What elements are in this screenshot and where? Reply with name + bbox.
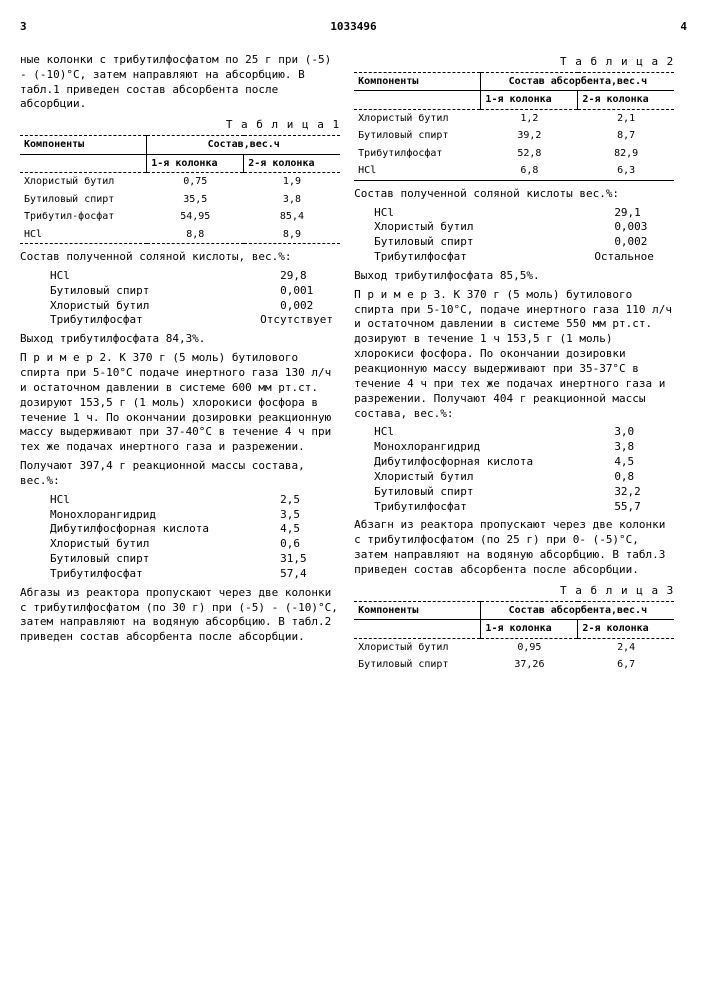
row-name: Бутиловый спирт: [354, 656, 481, 674]
row-c1: 39,2: [481, 127, 578, 145]
row-name: Бутиловый спирт: [354, 127, 481, 145]
row-name: HCl: [20, 226, 147, 244]
table2-title: Т а б л и ц а 2: [354, 55, 674, 70]
row-name: Хлористый бутил: [20, 173, 147, 191]
th-composition: Состав абсорбента,вес.ч: [481, 72, 674, 91]
page-number: 1033496: [330, 20, 376, 35]
row-c2: 2,4: [578, 638, 674, 656]
row-c2: 1,9: [244, 173, 340, 191]
kv-row: Трибутилфосфат55,7: [354, 500, 674, 515]
row-c1: 0,95: [481, 638, 578, 656]
kv-row: Хлористый бутил0,003: [354, 220, 674, 235]
row-name: Трибутилфосфат: [354, 145, 481, 163]
table3-title: Т а б л и ц а 3: [354, 584, 674, 599]
row-c1: 37,26: [481, 656, 578, 674]
kv-row: HCl2,5: [20, 493, 340, 508]
kv-row: Трибутилфосфат57,4: [20, 567, 340, 582]
row-c1: 1,2: [481, 109, 578, 127]
row-c1: 6,8: [481, 162, 578, 180]
ex2-abgas: Абгазы из реактора пропускают через две …: [20, 586, 340, 645]
acid2-title: Состав полученной соляной кислоты вес.%:: [354, 187, 674, 202]
th-composition: Состав,вес.ч: [147, 136, 340, 155]
row-c2: 2,1: [578, 109, 674, 127]
kv-row: Бутиловый спирт31,5: [20, 552, 340, 567]
kv-row: Бутиловый спирт32,2: [354, 485, 674, 500]
th-components: Компоненты: [354, 72, 481, 91]
th-components: Компоненты: [20, 136, 147, 155]
kv-row: Хлористый бутил0,002: [20, 299, 340, 314]
row-c2: 6,7: [578, 656, 674, 674]
col-num-left: 3: [20, 20, 27, 43]
row-c1: 54,95: [147, 208, 244, 226]
example3: П р и м е р 3. К 370 г (5 моль) бутилово…: [354, 288, 674, 422]
ex3-abgas: Абзагн из реактора пропускают через две …: [354, 518, 674, 577]
kv-row: Дибутилфосфорная кислота4,5: [354, 455, 674, 470]
row-c2: 3,8: [244, 191, 340, 209]
row-name: Бутиловый спирт: [20, 191, 147, 209]
th-col1: 1-я колонка: [481, 91, 578, 110]
th-composition: Состав абсорбента,вес.ч: [481, 601, 674, 620]
th-col1: 1-я колонка: [481, 620, 578, 639]
row-name: Трибутил-фосфат: [20, 208, 147, 226]
row-c2: 8,7: [578, 127, 674, 145]
acid1-title: Состав полученной соляной кислоты, вес.%…: [20, 250, 340, 265]
kv-row: ТрибутилфосфатОтсутствует: [20, 313, 340, 328]
kv-row: Монохлорангидрид3,5: [20, 508, 340, 523]
col-num-right: 4: [680, 20, 687, 43]
row-c2: 85,4: [244, 208, 340, 226]
table2: Компоненты Состав абсорбента,вес.ч 1-я к…: [354, 72, 674, 181]
kv-row: HCl29,8: [20, 269, 340, 284]
kv-row: Монохлорангидрид3,8: [354, 440, 674, 455]
row-c1: 35,5: [147, 191, 244, 209]
row-name: HCl: [354, 162, 481, 180]
row-name: Хлористый бутил: [354, 638, 481, 656]
example2: П р и м е р 2. К 370 г (5 моль) бутилово…: [20, 351, 340, 455]
th-col2: 2-я колонка: [578, 91, 674, 110]
th-components: Компоненты: [354, 601, 481, 620]
left-column: ные колонки с трибутилфосфатом по 25 г п…: [20, 49, 340, 680]
row-c2: 82,9: [578, 145, 674, 163]
row-name: Хлористый бутил: [354, 109, 481, 127]
kv-row: Бутиловый спирт0,002: [354, 235, 674, 250]
kv-row: Дибутилфосфорная кислота4,5: [20, 522, 340, 537]
kv-row: Хлористый бутил0,6: [20, 537, 340, 552]
kv-row: HCl29,1: [354, 206, 674, 221]
intro-text: ные колонки с трибутилфосфатом по 25 г п…: [20, 53, 340, 112]
row-c1: 52,8: [481, 145, 578, 163]
right-column: Т а б л и ц а 2 Компоненты Состав абсорб…: [354, 49, 674, 680]
th-col2: 2-я колонка: [578, 620, 674, 639]
row-c1: 0,75: [147, 173, 244, 191]
row-c1: 8,8: [147, 226, 244, 244]
table1: Компоненты Состав,вес.ч 1-я колонка 2-я …: [20, 135, 340, 244]
yield2: Выход трибутилфосфата 85,5%.: [354, 269, 674, 284]
kv-row: Хлористый бутил0,8: [354, 470, 674, 485]
kv-row: ТрибутилфосфатОстальное: [354, 250, 674, 265]
th-col1: 1-я колонка: [147, 154, 244, 173]
kv-row: HCl3,0: [354, 425, 674, 440]
table1-title: Т а б л и ц а 1: [20, 118, 340, 133]
row-c2: 8,9: [244, 226, 340, 244]
ex2-res-intro: Получают 397,4 г реакционной массы соста…: [20, 459, 340, 489]
yield1: Выход трибутилфосфата 84,3%.: [20, 332, 340, 347]
kv-row: Бутиловый спирт0,001: [20, 284, 340, 299]
row-c2: 6,3: [578, 162, 674, 180]
table3: Компоненты Состав абсорбента,вес.ч 1-я к…: [354, 601, 674, 674]
th-col2: 2-я колонка: [244, 154, 340, 173]
